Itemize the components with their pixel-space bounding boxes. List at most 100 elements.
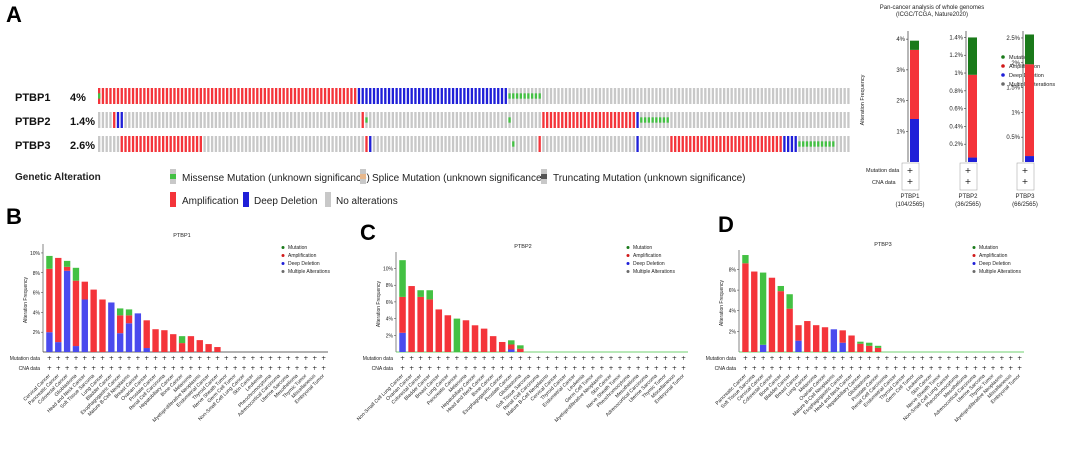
oncoprint-cell: [316, 136, 319, 152]
summary-tick-label: 1%: [896, 129, 905, 135]
oncoprint-cell: [651, 88, 654, 104]
data-row-marker: +: [153, 365, 158, 372]
data-row-marker: +: [73, 355, 78, 362]
oncoprint-cell: [226, 136, 229, 152]
data-row-marker: +: [241, 355, 246, 362]
bar-amplification: [857, 343, 864, 352]
summary-chart-ptbp3: 0.5% 1% 1.5% 2% 2.5% + + PTBP3 (66/2565): [1006, 31, 1038, 208]
data-row-marker: +: [527, 365, 532, 372]
oncoprint-cell: [764, 88, 767, 104]
summary-tick-label: 1.5%: [1006, 86, 1020, 92]
data-row-marker: +: [409, 365, 414, 372]
data-row-marker: +: [65, 365, 70, 372]
data-row-marker: +: [144, 355, 149, 362]
panel-ylabel: Alteration Frequency: [376, 280, 382, 327]
data-row-marker: +: [286, 355, 291, 362]
oncoprint-cell: [625, 88, 628, 104]
bar-mutation: [857, 341, 864, 344]
oncoprint-cell: [433, 136, 436, 152]
data-row-marker: +: [991, 355, 996, 362]
data-row-marker: +: [1017, 355, 1022, 362]
oncoprint-cell: [384, 136, 387, 152]
oncoprint-cell: [387, 88, 391, 104]
panel-tick-label: 8%: [33, 271, 41, 277]
oncoprint-cell: [843, 112, 846, 128]
oncoprint-cell: [719, 112, 722, 128]
oncoprint-cell: [802, 88, 805, 104]
oncoprint-cell: [271, 88, 274, 104]
oncoprint-cell: [320, 136, 323, 152]
data-row-marker: +: [572, 365, 577, 372]
data-row-marker: +: [920, 365, 925, 372]
bar-amplification: [55, 257, 62, 343]
oncoprint-cell: [312, 112, 315, 128]
bar-amplification: [178, 343, 186, 352]
summary-tick-label: 4%: [896, 37, 905, 43]
data-row-marker: +: [884, 355, 889, 362]
summary-tick-label: 0.5%: [1006, 135, 1020, 141]
oncoprint-cell: [677, 88, 681, 104]
panel-tick-label: 10%: [30, 251, 41, 257]
oncoprint-mutation-mark: [828, 141, 831, 147]
oncoprint-cell: [843, 88, 846, 104]
oncoprint-cell: [226, 88, 229, 104]
oncoprint-cell: [237, 136, 240, 152]
oncoprint-cell: [282, 88, 285, 104]
oncoprint-cell: [301, 88, 304, 104]
data-row-marker: +: [627, 365, 632, 372]
bar-deep-deletion: [125, 323, 133, 352]
oncoprint-cell: [602, 136, 605, 152]
oncoprint-cell: [286, 88, 289, 104]
oncoprint-cell: [98, 112, 101, 128]
oncoprint-cell: [764, 136, 767, 152]
bar-amplification: [214, 347, 221, 352]
data-row-marker: +: [858, 355, 863, 362]
oncoprint-cell: [640, 88, 643, 104]
oncoprint-cell: [783, 112, 786, 128]
oncoprint-cell: [455, 88, 459, 104]
oncoprint-cell: [662, 88, 666, 104]
bar-amplification: [46, 268, 53, 333]
oncoprint-cell: [139, 88, 142, 104]
oncoprint-cell: [222, 112, 225, 128]
data-row-marker: +: [47, 355, 52, 362]
oncoprint-cell: [674, 88, 677, 104]
oncoprint-cell: [146, 112, 150, 128]
oncoprint-cell: [557, 112, 560, 128]
oncoprint-cell: [700, 88, 703, 104]
oncoprint-cell: [399, 136, 402, 152]
data-row-marker: +: [445, 355, 450, 362]
oncoprint-cell: [790, 112, 794, 128]
oncoprint-cell: [632, 88, 635, 104]
summary-legend-multi-dot: [1001, 82, 1005, 86]
bar-amplification: [417, 296, 424, 352]
oncoprint-cell: [372, 112, 376, 128]
data-row-marker: +: [672, 365, 677, 372]
oncoprint-cell: [715, 88, 718, 104]
bar-mutation: [116, 308, 124, 316]
bar-mutation: [786, 294, 793, 309]
oncoprint-cell: [602, 88, 605, 104]
oncoprint-cell: [719, 136, 722, 152]
data-row-marker: +: [312, 365, 317, 372]
oncoprint-cell: [647, 88, 651, 104]
oncoprint-cell: [120, 88, 123, 104]
oncoprint-cell: [180, 136, 184, 152]
oncoprint-cell: [722, 88, 726, 104]
oncoprint-cell: [587, 112, 590, 128]
oncoprint-cell: [436, 136, 440, 152]
oncoprint-cell: [210, 88, 214, 104]
summary-tick-label: 1%: [954, 71, 963, 77]
oncoprint-cell: [244, 136, 248, 152]
oncoprint-cell: [301, 136, 304, 152]
oncoprint-cell: [813, 112, 816, 128]
oncoprint-cell: [741, 112, 745, 128]
data-row-marker: +: [654, 365, 659, 372]
oncoprint-cell: [760, 88, 763, 104]
oncoprint-mutation-mark: [666, 117, 669, 123]
data-row-marker: +: [250, 365, 255, 372]
oncoprint-cell: [809, 112, 812, 128]
summary-gene-label: PTBP3: [1015, 194, 1035, 200]
data-row-marker: +: [162, 355, 167, 362]
panel-tick-label: 2%: [33, 330, 41, 336]
